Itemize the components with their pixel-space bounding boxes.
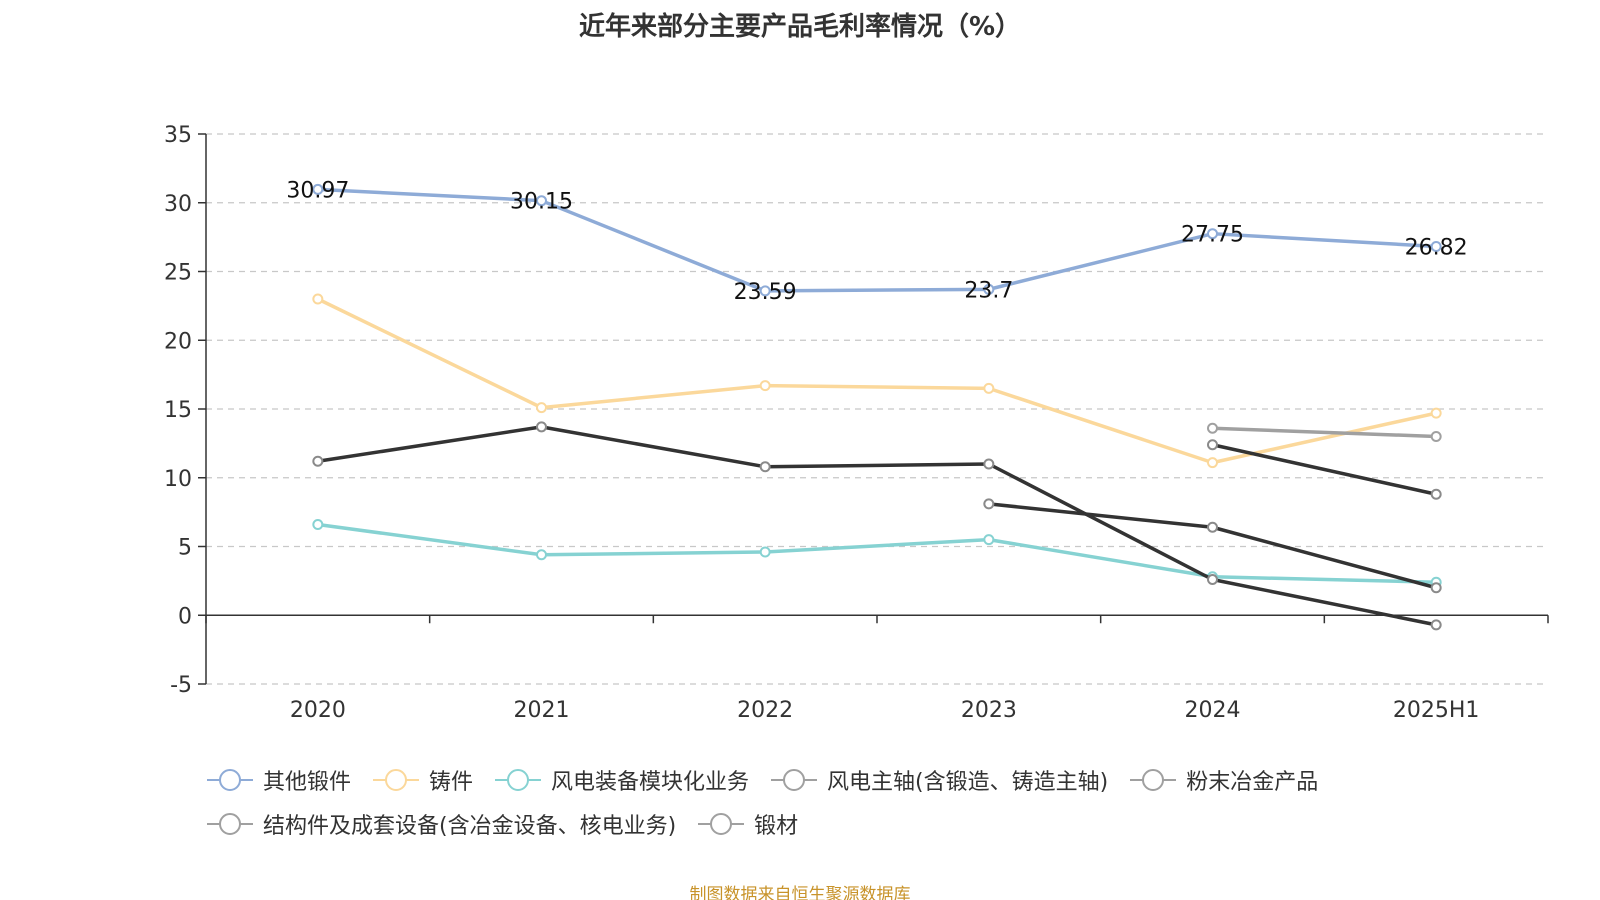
x-tick-label: 2025H1 bbox=[1393, 698, 1480, 723]
data-point bbox=[983, 458, 995, 470]
data-point bbox=[1430, 240, 1442, 252]
legend-circle-icon bbox=[207, 769, 253, 791]
chart-title: 近年来部分主要产品毛利率情况（%） bbox=[578, 12, 1022, 42]
data-point bbox=[1207, 521, 1218, 533]
y-tick-label: 10 bbox=[164, 467, 192, 492]
data-point bbox=[1430, 619, 1442, 631]
legend-label: 风电主轴(含锻造、铸造主轴) bbox=[827, 770, 1109, 795]
x-tick-label: 2021 bbox=[514, 698, 570, 723]
x-tick-label: 2022 bbox=[737, 698, 793, 723]
legend-label: 风电装备模块化业务 bbox=[551, 770, 750, 795]
legend-circle-icon bbox=[698, 813, 745, 835]
data-label: 27.75 bbox=[1181, 223, 1244, 248]
data-label: 30.97 bbox=[286, 178, 349, 203]
legend-label: 粉末冶金产品 bbox=[1186, 770, 1319, 795]
legend-circle-icon bbox=[495, 769, 542, 791]
data-label: 23.59 bbox=[734, 280, 797, 305]
x-tick-label: 2024 bbox=[1185, 698, 1241, 723]
y-tick-label: 30 bbox=[164, 192, 192, 217]
series-line bbox=[317, 187, 1437, 293]
data-point bbox=[312, 455, 324, 467]
data-point bbox=[759, 380, 771, 392]
legend-label: 其他锻件 bbox=[263, 770, 352, 795]
series-line bbox=[317, 425, 1437, 627]
data-point bbox=[536, 195, 547, 207]
data-point bbox=[1430, 407, 1442, 419]
chart-legend: 其他锻件 铸件 风电装备模块化业务 风电主轴(含锻造、铸造主轴) 粉末冶金产品结构件及成… bbox=[205, 758, 1465, 846]
legend-circle-icon bbox=[373, 769, 420, 791]
data-point bbox=[312, 293, 324, 305]
data-point bbox=[1430, 488, 1442, 500]
series-line bbox=[317, 522, 1437, 584]
legend-item[interactable]: 粉末冶金产品 bbox=[1128, 764, 1318, 796]
legend-item[interactable]: 风电主轴(含锻造、铸造主轴) bbox=[769, 764, 1108, 796]
legend-label: 锻材 bbox=[754, 814, 799, 839]
legend-label: 铸件 bbox=[429, 770, 474, 795]
series-line bbox=[1212, 443, 1437, 496]
data-label: 23.7 bbox=[964, 278, 1013, 303]
data-label: 26.82 bbox=[1405, 235, 1468, 260]
data-label: 30.15 bbox=[510, 190, 573, 215]
x-tick-label: 2020 bbox=[290, 698, 346, 723]
data-point bbox=[1430, 431, 1442, 442]
y-tick-label: 15 bbox=[164, 398, 192, 423]
series-line bbox=[317, 297, 1437, 465]
data-point bbox=[312, 519, 324, 530]
x-tick-label: 2023 bbox=[961, 698, 1017, 723]
legend-circle-icon bbox=[1130, 769, 1177, 791]
data-point bbox=[1207, 228, 1218, 240]
y-tick-label: 35 bbox=[164, 123, 192, 148]
data-point bbox=[536, 421, 547, 433]
data-point bbox=[1207, 439, 1218, 451]
source-note: 制图数据来自恒生聚源数据库 bbox=[689, 885, 911, 900]
data-point bbox=[759, 546, 771, 558]
legend-row: 其他锻件 铸件 风电装备模块化业务 风电主轴(含锻造、铸造主轴) 粉末冶金产品 bbox=[205, 758, 1465, 802]
legend-item[interactable]: 风电装备模块化业务 bbox=[493, 764, 749, 796]
data-point bbox=[1207, 457, 1218, 469]
legend-item[interactable]: 其他锻件 bbox=[205, 764, 351, 796]
data-point bbox=[983, 534, 995, 546]
data-point bbox=[983, 382, 995, 394]
legend-item[interactable]: 铸件 bbox=[371, 764, 473, 796]
data-point bbox=[759, 461, 771, 473]
y-tick-label: 0 bbox=[178, 604, 192, 629]
legend-label: 结构件及成套设备(含冶金设备、核电业务) bbox=[263, 814, 677, 839]
data-point bbox=[1430, 582, 1442, 594]
data-point bbox=[983, 283, 995, 295]
data-point bbox=[1207, 574, 1218, 585]
data-point bbox=[536, 549, 547, 561]
y-tick-label: 20 bbox=[164, 329, 192, 354]
data-point bbox=[1207, 422, 1218, 434]
legend-item[interactable]: 锻材 bbox=[696, 808, 798, 840]
y-tick-label: 25 bbox=[164, 261, 192, 286]
data-point bbox=[312, 183, 324, 195]
data-point bbox=[536, 402, 547, 414]
legend-row: 结构件及成套设备(含冶金设备、核电业务) 锻材 bbox=[205, 802, 1465, 846]
legend-circle-icon bbox=[771, 769, 818, 791]
legend-circle-icon bbox=[207, 813, 253, 835]
legend-item[interactable]: 结构件及成套设备(含冶金设备、核电业务) bbox=[205, 808, 676, 840]
data-point bbox=[983, 498, 995, 510]
y-tick-label: 5 bbox=[178, 536, 192, 561]
y-tick-label: -5 bbox=[170, 673, 192, 698]
data-point bbox=[759, 285, 771, 297]
series-line bbox=[1212, 426, 1437, 439]
